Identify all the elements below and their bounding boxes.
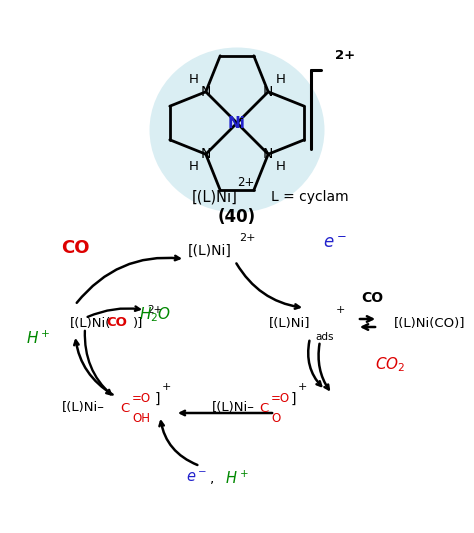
- Text: +: +: [162, 382, 172, 392]
- Text: H: H: [275, 74, 285, 86]
- Text: $H^+$: $H^+$: [26, 329, 50, 346]
- Text: Ni: Ni: [228, 116, 246, 131]
- Text: C: C: [120, 401, 129, 415]
- Text: CO: CO: [107, 317, 128, 329]
- Text: $e^-$: $e^-$: [323, 234, 347, 252]
- Text: [(L)Ni(: [(L)Ni(: [70, 317, 111, 329]
- Text: +: +: [335, 305, 345, 315]
- Text: CO: CO: [61, 239, 89, 257]
- Text: OH: OH: [132, 411, 150, 424]
- Text: ]: ]: [291, 392, 297, 406]
- Text: N: N: [263, 147, 273, 161]
- Ellipse shape: [149, 47, 325, 213]
- Text: [(L)Ni(CO)]: [(L)Ni(CO)]: [394, 317, 466, 329]
- Text: [(L)Ni]: [(L)Ni]: [188, 244, 232, 258]
- Text: [(L)Ni]: [(L)Ni]: [192, 190, 238, 205]
- Text: O: O: [271, 411, 280, 424]
- Text: N: N: [201, 85, 211, 99]
- Text: H: H: [189, 160, 199, 173]
- Text: =O: =O: [132, 392, 151, 405]
- Text: [(L)Ni–: [(L)Ni–: [62, 401, 105, 415]
- Text: 2+: 2+: [239, 233, 255, 243]
- Text: N: N: [201, 147, 211, 161]
- Text: [(L)Ni–: [(L)Ni–: [212, 401, 255, 415]
- Text: $CO_2$: $CO_2$: [375, 356, 405, 374]
- Text: 2+: 2+: [336, 49, 356, 62]
- Text: $H_2O$: $H_2O$: [139, 305, 171, 325]
- Text: +: +: [298, 382, 307, 392]
- Text: ads: ads: [316, 332, 334, 342]
- Text: N: N: [263, 85, 273, 99]
- Text: L = cyclam: L = cyclam: [271, 190, 349, 204]
- Text: CO: CO: [361, 291, 383, 305]
- Text: $H^+$: $H^+$: [225, 470, 249, 487]
- Text: ,: ,: [210, 471, 214, 485]
- Text: C: C: [259, 401, 268, 415]
- Text: H: H: [189, 74, 199, 86]
- Text: =O: =O: [271, 392, 290, 405]
- Text: ]: ]: [155, 392, 161, 406]
- Text: [(L)Ni]: [(L)Ni]: [268, 317, 310, 329]
- Text: $e^-$: $e^-$: [186, 471, 207, 486]
- Text: )]: )]: [133, 317, 143, 329]
- Text: (40): (40): [218, 208, 256, 227]
- Text: 2+: 2+: [237, 176, 255, 189]
- Text: H: H: [275, 160, 285, 173]
- Text: 2+: 2+: [147, 305, 162, 315]
